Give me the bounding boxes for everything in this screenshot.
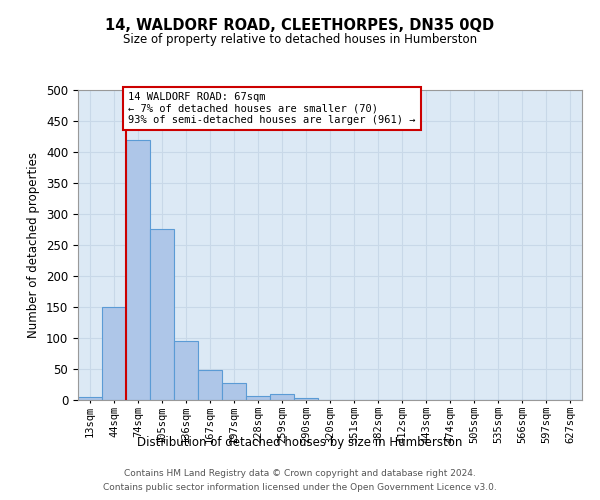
Text: Contains HM Land Registry data © Crown copyright and database right 2024.: Contains HM Land Registry data © Crown c… bbox=[124, 468, 476, 477]
Bar bbox=[198, 370, 222, 400]
Text: Size of property relative to detached houses in Humberston: Size of property relative to detached ho… bbox=[123, 32, 477, 46]
Bar bbox=[102, 307, 126, 400]
Bar bbox=[222, 384, 246, 400]
Text: 14, WALDORF ROAD, CLEETHORPES, DN35 0QD: 14, WALDORF ROAD, CLEETHORPES, DN35 0QD bbox=[106, 18, 494, 32]
Bar bbox=[150, 230, 174, 400]
Bar bbox=[294, 398, 318, 400]
Bar bbox=[78, 397, 102, 400]
Bar bbox=[270, 394, 294, 400]
Bar bbox=[246, 396, 270, 400]
Y-axis label: Number of detached properties: Number of detached properties bbox=[28, 152, 40, 338]
Bar bbox=[126, 140, 150, 400]
Bar bbox=[174, 341, 198, 400]
Text: Contains public sector information licensed under the Open Government Licence v3: Contains public sector information licen… bbox=[103, 484, 497, 492]
Text: Distribution of detached houses by size in Humberston: Distribution of detached houses by size … bbox=[137, 436, 463, 449]
Text: 14 WALDORF ROAD: 67sqm
← 7% of detached houses are smaller (70)
93% of semi-deta: 14 WALDORF ROAD: 67sqm ← 7% of detached … bbox=[128, 92, 415, 125]
